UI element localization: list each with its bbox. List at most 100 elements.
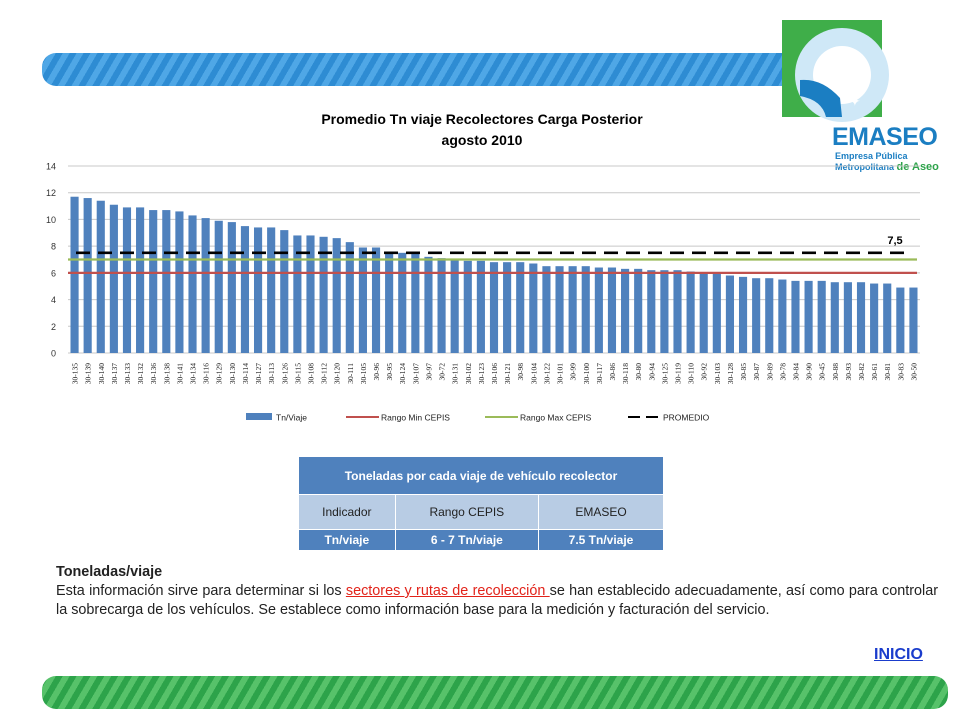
x-tick-label: 30-50 <box>909 363 918 381</box>
y-tick-label: 2 <box>51 322 56 332</box>
x-tick-label: 30-107 <box>411 363 420 384</box>
x-tick-label: 30-120 <box>333 363 342 384</box>
x-tick-label: 30-84 <box>791 363 800 381</box>
x-tick-label: 30-101 <box>556 363 565 384</box>
bar <box>476 260 485 353</box>
x-tick-label: 30-96 <box>372 363 381 381</box>
x-tick-label: 30-115 <box>293 363 302 384</box>
x-tick-label: 30-72 <box>438 363 447 381</box>
legend-swatch <box>246 413 272 420</box>
bar <box>647 270 656 353</box>
x-tick-label: 30-112 <box>320 363 329 384</box>
bar <box>542 266 551 353</box>
x-tick-label: 30-100 <box>582 363 591 384</box>
bar <box>437 258 446 353</box>
bar <box>621 268 630 353</box>
bar <box>817 280 826 353</box>
bar <box>896 287 905 353</box>
average-label: 7,5 <box>887 235 902 247</box>
bar <box>385 251 394 353</box>
logo-wordmark: EMASEO <box>832 123 938 151</box>
description-block: Toneladas/viaje Esta información sirve p… <box>56 563 938 620</box>
bar <box>319 236 328 353</box>
bar <box>293 235 302 353</box>
bar <box>516 262 525 353</box>
x-tick-label: 30-124 <box>398 363 407 384</box>
bar <box>830 282 839 353</box>
x-tick-label: 30-126 <box>280 363 289 384</box>
bar <box>765 278 774 353</box>
x-tick-label: 30-123 <box>477 363 486 384</box>
x-tick-label: 30-103 <box>713 363 722 384</box>
bar <box>201 218 210 353</box>
description-title: Toneladas/viaje <box>56 564 163 580</box>
legend-label: Rango Min CEPIS <box>381 413 450 423</box>
x-tick-label: 30-94 <box>647 363 656 381</box>
bar <box>175 211 184 353</box>
bar <box>122 207 132 353</box>
x-tick-label: 30-82 <box>857 363 866 381</box>
bar <box>529 263 538 353</box>
table-value-emaseo: 7.5 Tn/viaje <box>538 529 664 551</box>
bar <box>162 210 171 353</box>
y-tick-label: 14 <box>46 162 56 172</box>
x-tick-label: 30-116 <box>202 363 211 384</box>
bar <box>83 198 92 353</box>
description-text-before: Esta información sirve para determinar s… <box>56 583 346 599</box>
y-tick-label: 6 <box>51 268 56 278</box>
bar <box>371 247 381 353</box>
bar <box>843 282 852 353</box>
x-tick-label: 30-130 <box>228 363 237 384</box>
bar <box>883 283 892 353</box>
x-tick-label: 30-133 <box>123 363 132 384</box>
bar <box>332 238 341 353</box>
sectores-rutas-link[interactable]: sectores y rutas de recolección <box>345 583 550 599</box>
bar <box>804 280 813 353</box>
x-tick-label: 30-137 <box>110 363 119 384</box>
inicio-link[interactable]: INICIO <box>874 646 923 663</box>
bar <box>594 267 603 353</box>
x-tick-label: 30-132 <box>136 363 145 384</box>
x-tick-label: 30-135 <box>71 363 80 384</box>
table-header-rango: Rango CEPIS <box>394 494 540 530</box>
description-text-after: se han establecido adecuadamente, así co… <box>56 583 938 618</box>
bar <box>253 227 263 353</box>
bar <box>673 270 682 353</box>
bar <box>227 222 236 353</box>
x-tick-label: 30-78 <box>778 363 787 381</box>
x-tick-label: 30-140 <box>97 363 106 384</box>
logo-subtitle-1: Empresa Pública <box>835 151 908 161</box>
table-header-emaseo: EMASEO <box>538 494 664 530</box>
x-tick-label: 30-141 <box>175 363 184 384</box>
legend-label: Tn/Viaje <box>276 413 307 423</box>
x-tick-label: 30-97 <box>424 363 433 381</box>
bar <box>136 207 145 353</box>
legend-label: PROMEDIO <box>663 413 710 423</box>
bar <box>280 230 289 353</box>
x-tick-label: 30-128 <box>726 363 735 384</box>
bar <box>568 266 577 353</box>
bar <box>109 204 118 353</box>
x-tick-label: 30-114 <box>241 363 250 384</box>
y-tick-label: 4 <box>51 295 56 305</box>
tn-viaje-chart: Promedio Tn viaje Recolectores Carga Pos… <box>46 111 920 423</box>
bar <box>699 272 708 353</box>
x-tick-label: 30-83 <box>896 363 905 381</box>
logo-swoosh <box>800 79 842 117</box>
table-value-indicador: Tn/viaje <box>298 529 396 551</box>
x-tick-label: 30-139 <box>84 363 93 384</box>
x-tick-label: 30-134 <box>189 363 198 384</box>
x-tick-label: 30-110 <box>687 363 696 384</box>
bar <box>411 252 420 353</box>
x-tick-label: 30-121 <box>503 363 512 384</box>
x-tick-label: 30-88 <box>831 363 840 381</box>
logo-subtitle-2b: de Aseo <box>896 161 939 173</box>
chart-title: Promedio Tn viaje Recolectores Carga Pos… <box>321 111 643 127</box>
x-tick-label: 30-102 <box>464 363 473 384</box>
x-tick-label: 30-95 <box>385 363 394 381</box>
x-tick-label: 30-89 <box>765 363 774 381</box>
bar <box>555 266 564 353</box>
x-tick-label: 30-90 <box>805 363 814 381</box>
emaseo-logo: ✦ EMASEO Empresa Pública Metropolitana d… <box>782 20 960 175</box>
x-tick-label: 30-61 <box>870 363 879 381</box>
